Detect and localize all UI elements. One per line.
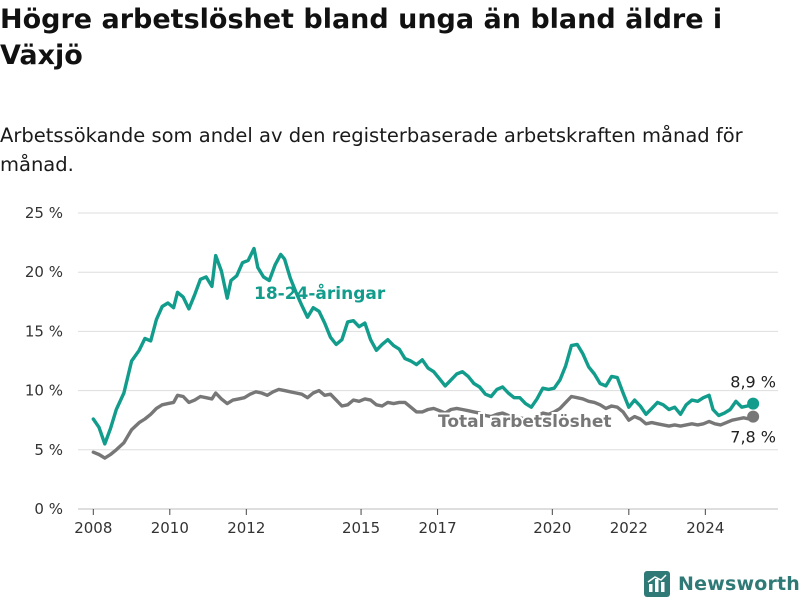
total-end-value: 7,8 %	[730, 428, 776, 447]
youth-series-label: 18-24-åringar	[254, 282, 386, 304]
x-tick-label: 2010	[151, 519, 189, 537]
x-tick-label: 2017	[418, 519, 456, 537]
youth-unemployment-line	[91, 246, 755, 446]
x-tick-label: 2024	[686, 519, 724, 537]
series-lines	[91, 246, 760, 460]
y-tick-label: 25 %	[25, 204, 63, 222]
logo-text: Newsworthy	[678, 573, 800, 595]
chart-subtitle: Arbetssökande som andel av den registerb…	[0, 124, 743, 176]
x-tick-label: 2022	[610, 519, 648, 537]
total-series-label: Total arbetslöshet	[438, 412, 612, 432]
x-tick-label: 2020	[533, 519, 571, 537]
y-axis-ticks: 0 % 5 % 10 % 15 % 20 % 25 %	[25, 204, 63, 518]
y-tick-label: 20 %	[25, 263, 63, 281]
newsworthy-logo: Newsworthy	[644, 569, 800, 599]
total-end-marker	[747, 410, 760, 423]
bar-chart-logo-icon	[644, 571, 670, 597]
x-tick-label: 2015	[342, 519, 380, 537]
total-unemployment-line	[91, 387, 755, 460]
chart-title: Högre arbetslöshet bland unga än bland ä…	[0, 4, 723, 71]
series-labels: 18-24-åringar Total arbetslöshet 8,9 % 7,8 …	[254, 282, 776, 447]
youth-end-value: 8,9 %	[730, 373, 776, 392]
x-axis: 2008 2010 2012 2015 2017 2020 2022 2024	[74, 509, 724, 537]
y-tick-label: 15 %	[25, 322, 63, 340]
youth-end-marker	[747, 397, 760, 410]
y-tick-label: 5 %	[34, 441, 63, 459]
y-gridlines	[78, 212, 778, 510]
y-tick-label: 0 %	[34, 500, 63, 518]
x-tick-label: 2012	[227, 519, 265, 537]
x-tick-label: 2008	[74, 519, 112, 537]
y-tick-label: 10 %	[25, 382, 63, 400]
